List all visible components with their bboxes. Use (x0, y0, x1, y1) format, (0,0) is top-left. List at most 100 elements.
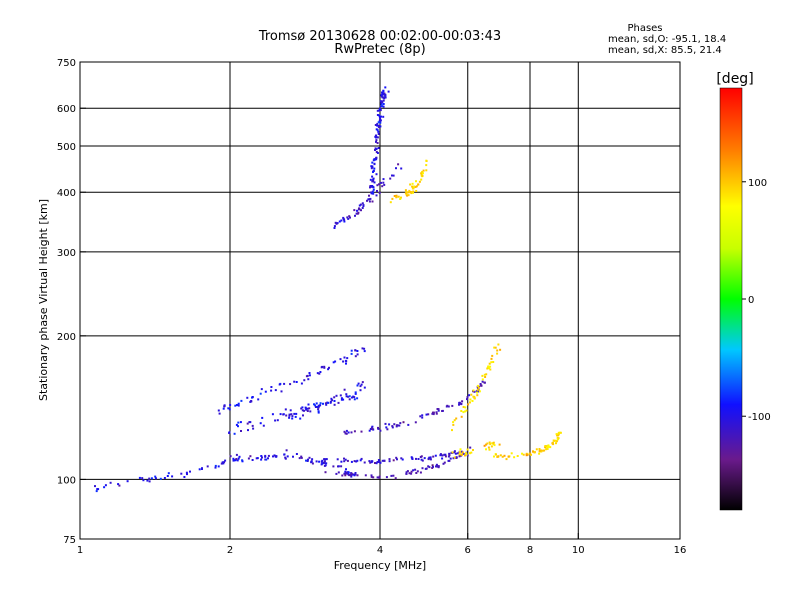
data-point (343, 472, 346, 475)
data-point (302, 414, 304, 417)
data-point (295, 412, 298, 415)
data-point (325, 458, 328, 461)
data-point (449, 457, 452, 460)
data-point (487, 446, 490, 449)
data-point (448, 454, 451, 457)
data-point (486, 442, 489, 445)
data-point (414, 421, 417, 424)
data-point (354, 473, 357, 476)
data-point (303, 409, 305, 412)
data-point (379, 100, 382, 103)
data-point (544, 446, 547, 449)
data-point (493, 444, 496, 447)
data-point (552, 443, 555, 446)
data-point (376, 142, 379, 144)
data-point (224, 459, 227, 462)
data-point (347, 471, 350, 474)
data-point (373, 167, 376, 170)
data-point (481, 374, 484, 377)
data-point (288, 414, 291, 417)
data-point (345, 395, 348, 398)
data-point (380, 103, 383, 105)
stats-title: Phases (627, 23, 662, 34)
data-point (320, 460, 323, 463)
data-point (473, 397, 476, 400)
data-point (432, 455, 435, 458)
data-point (417, 183, 420, 186)
colorbar-label: [deg] (716, 71, 753, 87)
data-point (339, 394, 342, 397)
data-point (332, 361, 335, 364)
data-point (451, 429, 453, 432)
data-point (214, 466, 217, 469)
data-point (411, 185, 414, 188)
data-point (490, 357, 493, 360)
data-point (415, 185, 418, 188)
data-point (344, 359, 347, 362)
data-point (465, 452, 468, 455)
data-point (452, 421, 455, 424)
data-point (429, 458, 432, 461)
data-point (379, 119, 382, 122)
data-point (425, 169, 428, 172)
data-point (374, 462, 376, 464)
data-point (349, 216, 351, 219)
data-point (496, 352, 499, 355)
data-point (214, 464, 217, 467)
data-point (425, 164, 428, 167)
data-point (405, 193, 408, 196)
data-point (456, 452, 459, 455)
data-point (375, 135, 378, 138)
data-point (348, 398, 351, 401)
data-point (473, 390, 476, 393)
data-point (378, 191, 381, 194)
data-point (370, 474, 373, 477)
data-point (410, 472, 413, 475)
data-point (547, 444, 550, 447)
data-point (378, 476, 381, 479)
grid-lines (80, 62, 680, 539)
data-point (443, 461, 446, 464)
data-point (468, 394, 471, 397)
data-point (344, 432, 347, 435)
data-point (316, 372, 319, 375)
data-point (397, 163, 400, 166)
data-point (350, 352, 353, 355)
data-point (462, 406, 465, 408)
data-point (452, 457, 455, 460)
data-point (493, 455, 495, 458)
data-point (217, 409, 220, 412)
data-point (283, 453, 286, 456)
data-point (422, 172, 424, 175)
data-point (488, 367, 490, 370)
data-point (376, 114, 379, 116)
data-point (206, 465, 209, 468)
data-point (329, 400, 332, 403)
y-tick-label: 750 (57, 58, 76, 69)
data-point (306, 460, 309, 462)
data-point (331, 399, 334, 402)
data-point (356, 353, 359, 356)
data-point (378, 475, 381, 478)
data-point (469, 398, 472, 401)
data-point (343, 430, 346, 433)
data-point (305, 459, 307, 462)
x-tick-label: 4 (377, 545, 383, 556)
data-point (347, 395, 350, 398)
data-point (180, 472, 183, 475)
data-point (540, 450, 543, 453)
data-point (465, 409, 468, 412)
data-point (521, 452, 523, 455)
data-point (395, 425, 398, 428)
data-point (316, 406, 319, 408)
data-point (471, 400, 474, 402)
data-point (382, 99, 385, 102)
data-point (547, 445, 550, 448)
data-point (476, 384, 479, 387)
data-point (381, 105, 384, 108)
data-point (222, 407, 225, 410)
data-point (342, 398, 345, 401)
data-point (437, 466, 440, 469)
data-point (372, 192, 375, 195)
